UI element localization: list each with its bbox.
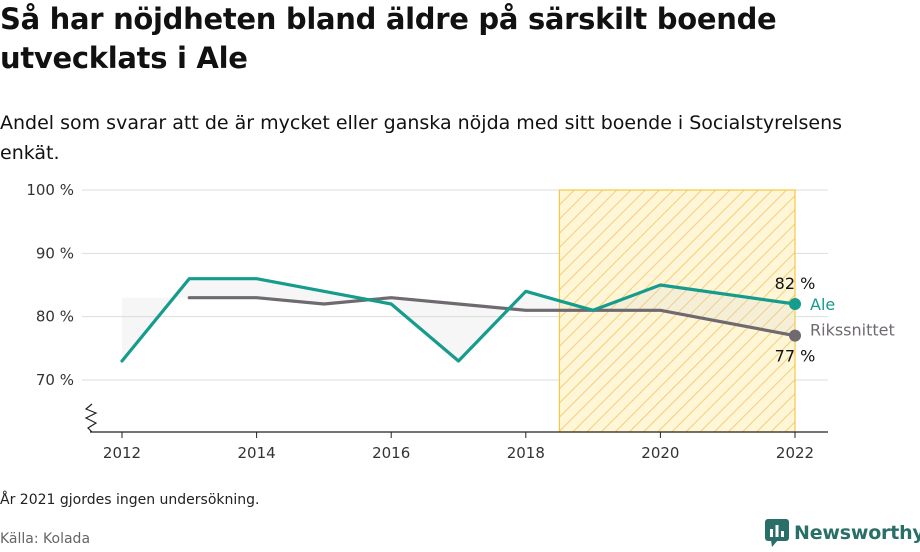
end-markers bbox=[789, 298, 801, 342]
x-tick-label: 2016 bbox=[372, 444, 410, 462]
y-tick-label: 100 % bbox=[26, 181, 74, 199]
x-tick-label: 2014 bbox=[238, 444, 276, 462]
y-tick-label: 70 % bbox=[36, 371, 74, 389]
value-label-ale: 82 % bbox=[775, 274, 816, 293]
y-axis-ticks: 70 % 80 % 90 % 100 % bbox=[26, 181, 74, 389]
series-name-ale: Ale bbox=[810, 295, 835, 314]
series-labels: Ale 82 % Rikssnittet 77 % bbox=[775, 274, 895, 366]
source-note: Källa: Kolada bbox=[0, 531, 91, 547]
end-marker-ale bbox=[789, 298, 801, 310]
end-marker-rikssnittet bbox=[789, 329, 801, 342]
series-name-rikssnittet: Rikssnittet bbox=[810, 321, 895, 340]
brand-logo: Newsworthy bbox=[765, 519, 920, 547]
series-lines bbox=[120, 277, 797, 363]
x-tick-label: 2022 bbox=[776, 444, 814, 462]
x-axis: 2012 2014 2016 2018 2020 2022 bbox=[84, 403, 828, 462]
y-tick-label: 80 % bbox=[36, 308, 74, 326]
axis-break-mark bbox=[84, 403, 98, 433]
x-tick-label: 2018 bbox=[507, 444, 545, 462]
y-tick-label: 90 % bbox=[36, 244, 74, 262]
series-line-ale bbox=[120, 277, 797, 363]
chart-title: Så har nöjdheten bland äldre på särskilt… bbox=[0, 2, 777, 75]
x-tick-label: 2020 bbox=[641, 444, 679, 462]
series-line-rikssnittet bbox=[187, 296, 797, 338]
footnote: År 2021 gjordes ingen undersökning. bbox=[0, 492, 260, 508]
chart-subtitle: Andel som svarar att de är mycket eller … bbox=[0, 112, 843, 164]
brand-name: Newsworthy bbox=[794, 522, 920, 544]
chart-bubble-icon bbox=[765, 519, 789, 547]
value-label-rikssnittet: 77 % bbox=[775, 347, 816, 366]
line-chart: 70 %80 %90 %100 % 2012 2014 2016 2018 2020 20… bbox=[26, 181, 895, 462]
x-tick-label: 2012 bbox=[103, 444, 141, 462]
